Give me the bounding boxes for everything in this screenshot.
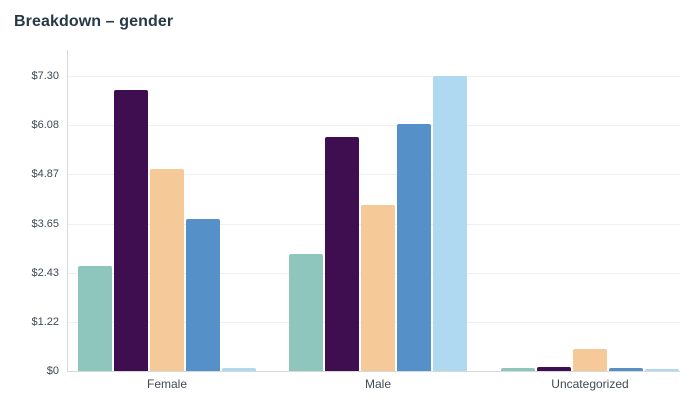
gridline bbox=[67, 174, 680, 175]
x-category-label: Uncategorized bbox=[551, 377, 629, 391]
y-tick-label: $0 bbox=[46, 365, 59, 377]
x-category-label: Female bbox=[146, 377, 187, 391]
y-tick-label: $6.08 bbox=[31, 119, 59, 131]
gridline bbox=[67, 76, 680, 77]
bar-male-series5[interactable] bbox=[433, 76, 467, 371]
y-tick-label: $2.43 bbox=[31, 267, 59, 279]
y-tick-label: $4.87 bbox=[31, 168, 59, 180]
bar-uncategorized-series3[interactable] bbox=[573, 349, 607, 371]
chart-title: Breakdown – gender bbox=[14, 13, 174, 30]
x-axis-baseline bbox=[67, 371, 680, 372]
gridline bbox=[67, 125, 680, 126]
y-axis-line bbox=[67, 50, 68, 372]
bar-male-series2[interactable] bbox=[325, 137, 359, 371]
y-tick-label: $3.65 bbox=[31, 218, 59, 230]
bar-male-series3[interactable] bbox=[361, 205, 395, 371]
bar-uncategorized-series1[interactable] bbox=[501, 368, 535, 371]
bar-female-series2[interactable] bbox=[114, 90, 148, 371]
y-tick-label: $7.30 bbox=[31, 70, 59, 82]
y-tick-label: $1.22 bbox=[31, 316, 59, 328]
x-category-label: Male bbox=[364, 377, 391, 391]
bar-female-series4[interactable] bbox=[186, 219, 220, 371]
bar-female-series3[interactable] bbox=[150, 169, 184, 371]
bar-uncategorized-series4[interactable] bbox=[609, 368, 643, 371]
bar-uncategorized-series2[interactable] bbox=[537, 367, 571, 371]
bar-male-series4[interactable] bbox=[397, 124, 431, 371]
bar-male-series1[interactable] bbox=[289, 254, 323, 371]
bar-uncategorized-series5[interactable] bbox=[645, 369, 679, 371]
bar-female-series5[interactable] bbox=[222, 368, 256, 371]
bar-female-series1[interactable] bbox=[78, 266, 112, 371]
